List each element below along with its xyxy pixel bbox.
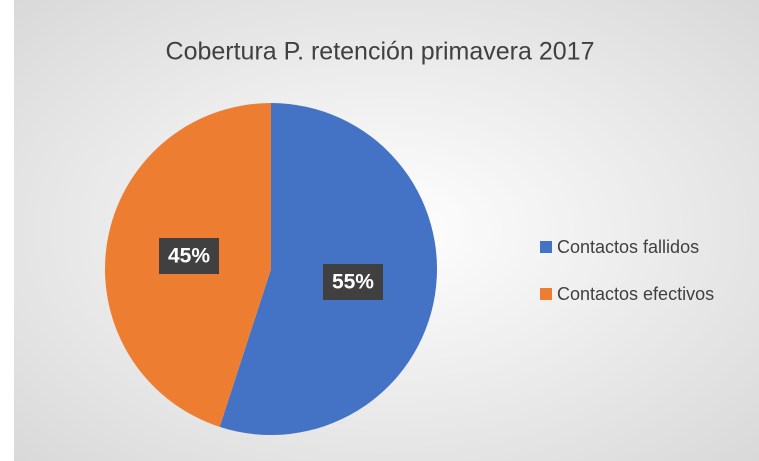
- data-label: 55%: [332, 271, 374, 294]
- data-label-box: [159, 238, 220, 275]
- legend-swatch: [540, 241, 552, 253]
- legend-label: Contactos efectivos: [557, 284, 714, 304]
- legend-swatch: [540, 288, 552, 300]
- data-label-box: [322, 263, 383, 300]
- legend-label: Contactos fallidos: [557, 237, 699, 257]
- chart-title: Cobertura P. retención primavera 2017: [166, 38, 595, 66]
- data-label: 45%: [168, 245, 210, 268]
